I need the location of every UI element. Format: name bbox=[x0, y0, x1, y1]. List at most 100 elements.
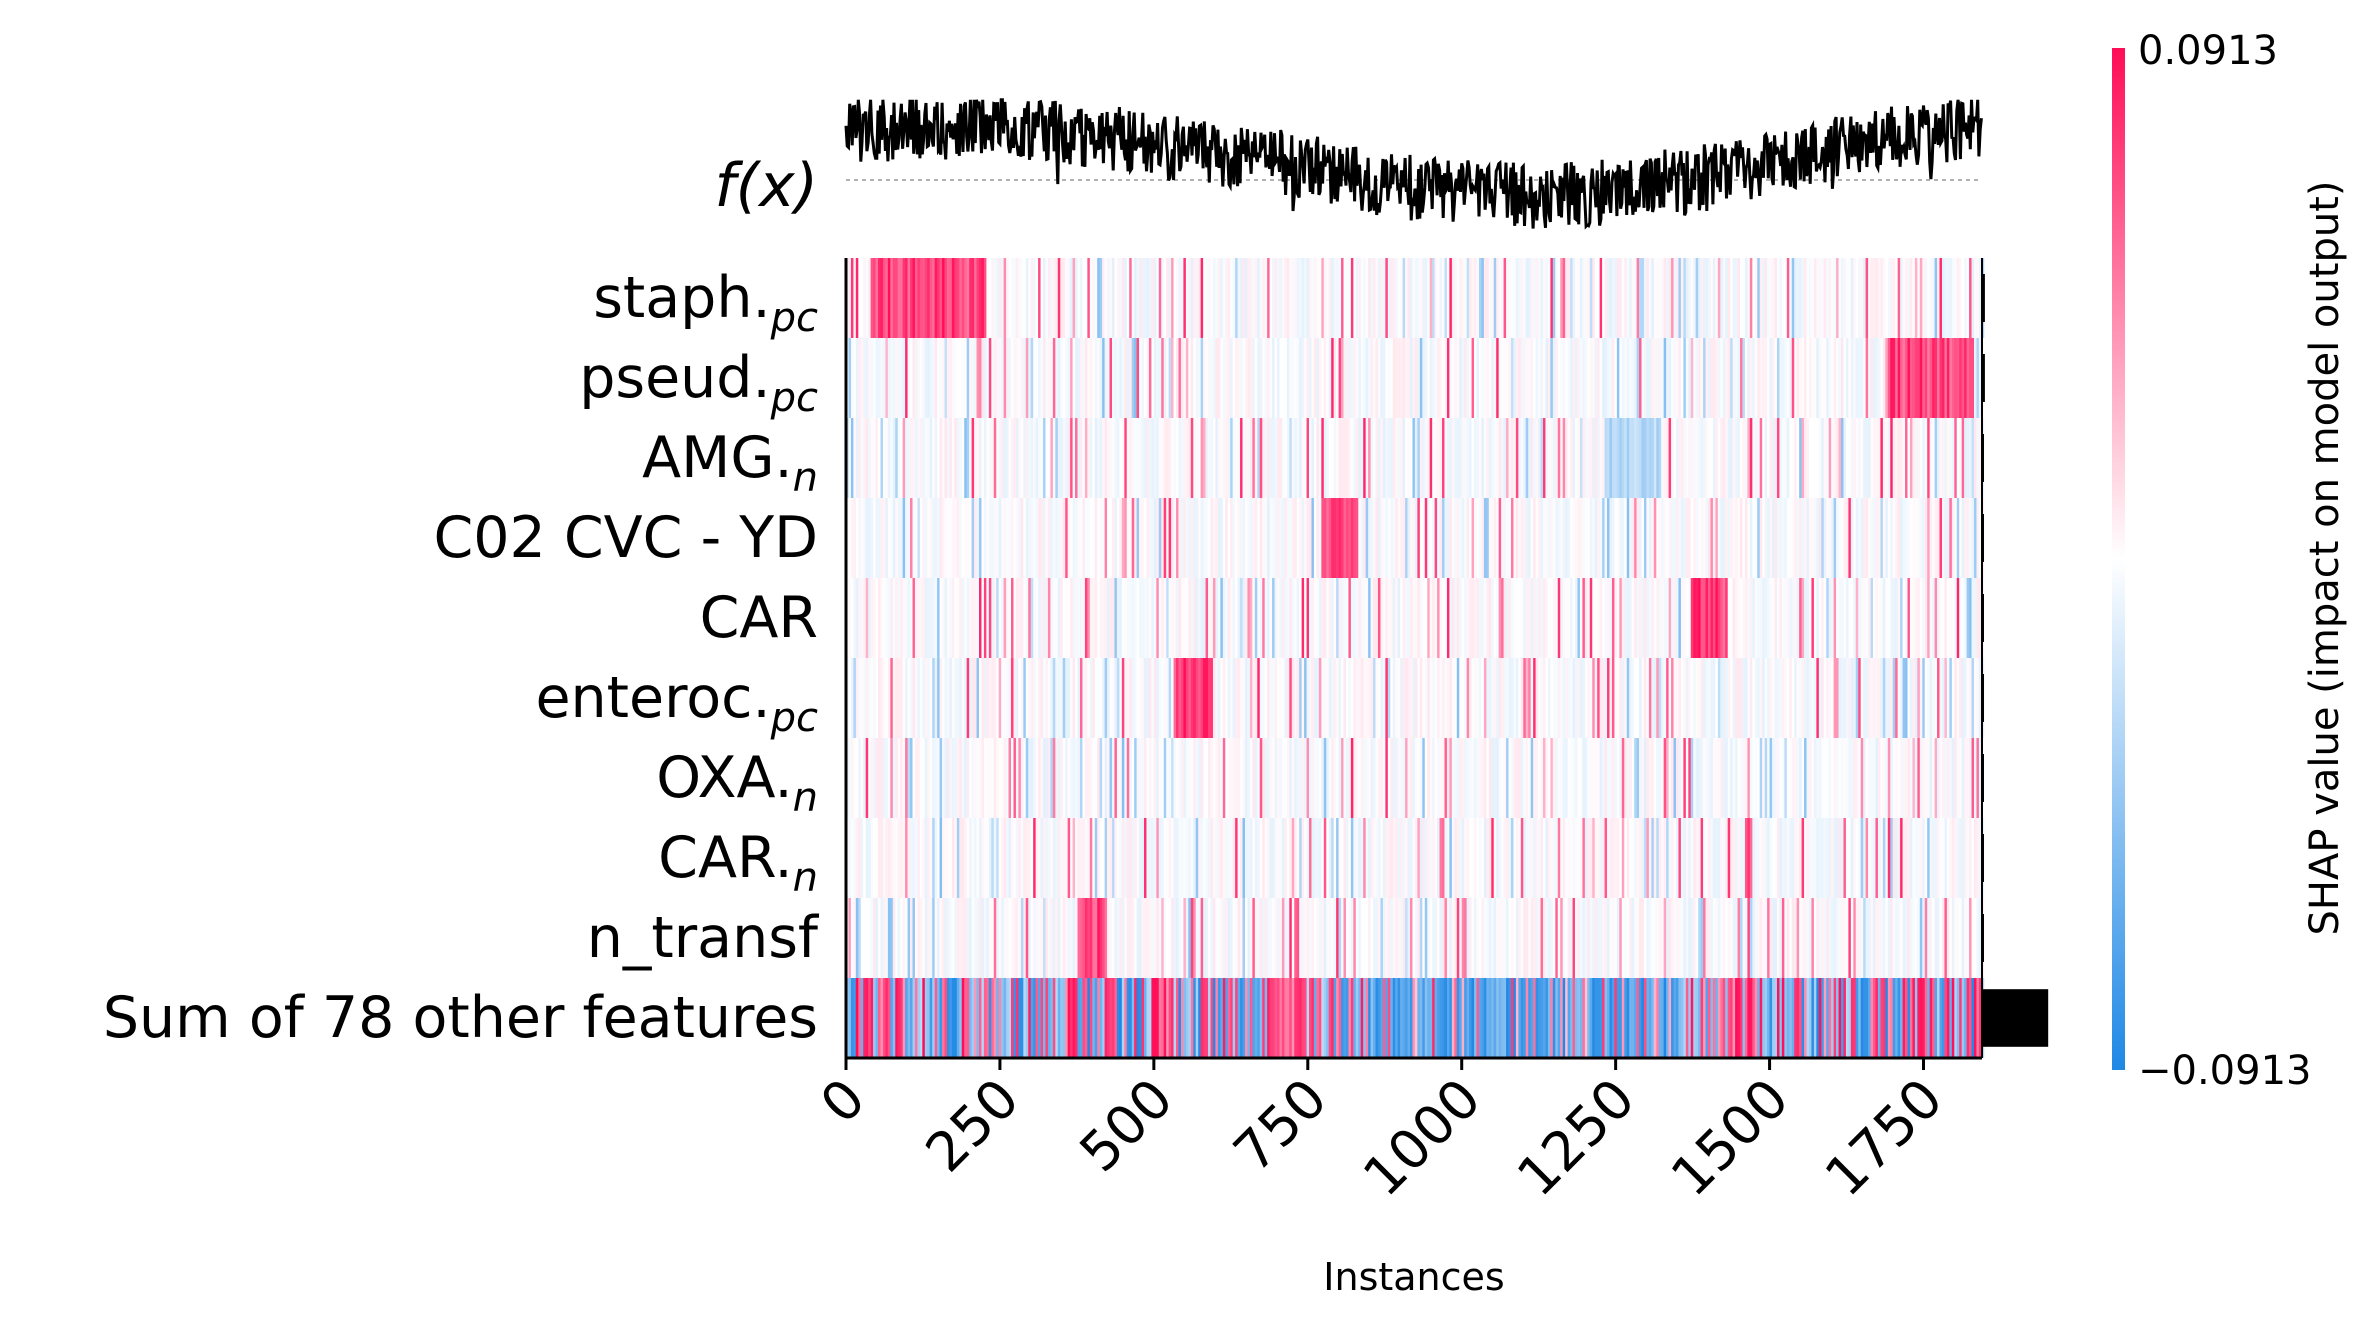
feature-label: C02 CVC - YD bbox=[433, 505, 818, 571]
heatmap-cell bbox=[1456, 818, 1460, 898]
heatmap-cell bbox=[1708, 898, 1711, 978]
heatmap-cell bbox=[1375, 898, 1379, 978]
heatmap-cell bbox=[924, 898, 928, 978]
heatmap-cell bbox=[1695, 258, 1699, 338]
heatmap-cell bbox=[1759, 658, 1763, 738]
heatmap-cell bbox=[976, 498, 980, 578]
heatmap-cell bbox=[1914, 498, 1918, 578]
heatmap-cell bbox=[1454, 498, 1458, 578]
heatmap-cell bbox=[1343, 818, 1347, 898]
heatmap-cell bbox=[1506, 978, 1509, 1058]
heatmap-cell bbox=[1136, 498, 1140, 578]
heatmap-cell bbox=[1111, 418, 1115, 498]
heatmap-cell bbox=[1309, 258, 1312, 338]
heatmap-cell bbox=[1018, 578, 1022, 658]
heatmap-cell bbox=[1067, 498, 1071, 578]
heatmap-cell bbox=[1168, 578, 1172, 658]
heatmap-cell bbox=[961, 818, 965, 898]
heatmap-cell bbox=[1471, 658, 1475, 738]
heatmap-cell bbox=[1405, 738, 1408, 818]
colorbar-max-label: 0.0913 bbox=[2138, 28, 2278, 74]
heatmap-cell bbox=[860, 898, 864, 978]
heatmap-cell bbox=[1089, 658, 1093, 738]
heatmap-cell bbox=[1688, 418, 1692, 498]
heatmap-cell bbox=[1873, 658, 1876, 738]
heatmap-cell bbox=[1619, 898, 1623, 978]
feature-label-subscript: pc bbox=[770, 375, 818, 421]
heatmap-cell bbox=[1774, 258, 1778, 338]
heatmap-cell bbox=[1055, 898, 1059, 978]
heatmap-cell bbox=[949, 738, 953, 818]
heatmap-cell bbox=[1360, 818, 1364, 898]
heatmap-cell bbox=[1050, 818, 1054, 898]
heatmap-cell bbox=[1506, 338, 1509, 418]
heatmap-cell bbox=[855, 898, 859, 978]
heatmap-cell bbox=[1877, 418, 1881, 498]
heatmap-cell bbox=[946, 658, 950, 738]
heatmap-cell bbox=[1496, 498, 1500, 578]
heatmap-cell bbox=[1269, 498, 1273, 578]
heatmap-cell bbox=[1459, 258, 1463, 338]
heatmap-cell bbox=[1602, 738, 1605, 818]
heatmap-cell bbox=[1673, 658, 1677, 738]
heatmap-cell bbox=[1077, 338, 1081, 418]
heatmap-cell bbox=[1013, 258, 1017, 338]
heatmap-cell bbox=[1937, 578, 1940, 658]
heatmap-cell bbox=[1629, 978, 1633, 1058]
heatmap-cell bbox=[1469, 578, 1472, 658]
heatmap-cell bbox=[1653, 578, 1657, 658]
heatmap-cell bbox=[1693, 898, 1697, 978]
heatmap-cell bbox=[1752, 498, 1756, 578]
heatmap-cell bbox=[1102, 418, 1105, 498]
heatmap-cell bbox=[1917, 978, 1921, 1058]
heatmap-cell bbox=[1082, 498, 1086, 578]
heatmap-cell bbox=[1624, 898, 1628, 978]
heatmap-cell bbox=[1705, 418, 1709, 498]
heatmap-cell bbox=[1183, 738, 1187, 818]
heatmap-cell bbox=[1971, 898, 1975, 978]
heatmap-cell bbox=[996, 578, 1000, 658]
heatmap-cell bbox=[1914, 658, 1918, 738]
heatmap-cell bbox=[1240, 578, 1243, 658]
heatmap-cell bbox=[1799, 978, 1802, 1058]
heatmap-cell bbox=[1045, 258, 1049, 338]
heatmap-cell bbox=[1855, 498, 1859, 578]
heatmap-cell bbox=[1402, 658, 1406, 738]
heatmap-cell bbox=[1784, 418, 1788, 498]
heatmap-cell bbox=[1075, 978, 1078, 1058]
heatmap-cell bbox=[1594, 818, 1598, 898]
heatmap-cell bbox=[1166, 418, 1170, 498]
heatmap-cell bbox=[1614, 738, 1618, 818]
heatmap-cell bbox=[1678, 338, 1682, 418]
heatmap-cell bbox=[1052, 978, 1056, 1058]
heatmap-cell bbox=[1668, 498, 1672, 578]
heatmap-cell bbox=[1631, 338, 1635, 418]
heatmap-cell bbox=[1343, 658, 1347, 738]
heatmap-cell bbox=[1304, 258, 1307, 338]
heatmap-cell bbox=[1584, 818, 1588, 898]
heatmap-cell bbox=[1395, 738, 1399, 818]
heatmap-cell bbox=[1794, 738, 1798, 818]
heatmap-cell bbox=[1052, 258, 1056, 338]
heatmap-cell bbox=[1030, 818, 1034, 898]
heatmap-cell bbox=[1653, 738, 1657, 818]
heatmap-cell bbox=[1646, 818, 1650, 898]
heatmap-cell bbox=[1922, 818, 1926, 898]
heatmap-cell bbox=[1833, 738, 1837, 818]
heatmap-cell bbox=[1045, 658, 1049, 738]
heatmap-cell bbox=[910, 738, 913, 818]
heatmap-cell bbox=[966, 658, 970, 738]
heatmap-cell bbox=[1949, 738, 1953, 818]
heatmap-cell bbox=[1291, 738, 1295, 818]
heatmap-cell bbox=[1592, 978, 1596, 1058]
heatmap-cell bbox=[1047, 578, 1051, 658]
heatmap-cell bbox=[1648, 738, 1652, 818]
heatmap-cell bbox=[1483, 978, 1487, 1058]
heatmap-cell bbox=[1828, 738, 1832, 818]
heatmap-cell bbox=[1673, 258, 1677, 338]
heatmap-cell bbox=[983, 738, 987, 818]
heatmap-cell bbox=[1584, 658, 1588, 738]
heatmap-cell bbox=[939, 978, 943, 1058]
heatmap-cell bbox=[1740, 338, 1743, 418]
